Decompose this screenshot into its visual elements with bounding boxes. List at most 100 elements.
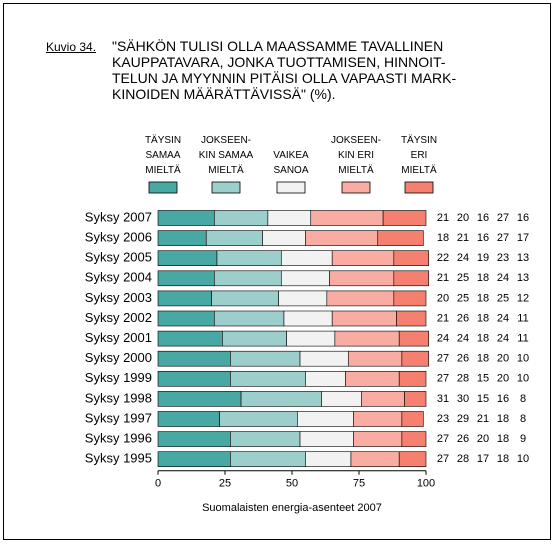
bar-segment <box>393 290 427 307</box>
value-label: 18 <box>497 453 509 465</box>
value-label: 10 <box>517 353 529 365</box>
value-label: 27 <box>497 232 509 244</box>
bar-segment <box>299 350 349 367</box>
value-label: 21 <box>457 232 469 244</box>
value-label: 27 <box>437 433 449 445</box>
value-label: 22 <box>437 252 449 264</box>
bar-segment <box>222 330 287 347</box>
bar-segment <box>157 350 231 367</box>
y-tick-label: Syksy 2004 <box>85 270 152 285</box>
bar-segment <box>157 290 212 307</box>
y-tick-label: Syksy 2006 <box>85 230 152 245</box>
value-label: 24 <box>457 252 469 264</box>
value-label: 18 <box>477 333 489 345</box>
bar-segment <box>283 310 333 327</box>
bar-segment <box>267 210 312 226</box>
legend-label: JOKSEEN- KIN ERI MIELTÄ <box>330 135 381 176</box>
bar-segment <box>219 411 298 427</box>
value-label: 18 <box>477 312 489 324</box>
bar-segment <box>305 230 379 246</box>
bar-segment <box>321 391 362 407</box>
value-label: 20 <box>497 373 509 385</box>
value-label: 30 <box>457 393 469 405</box>
value-label: 18 <box>497 413 509 425</box>
bar-segment <box>213 210 269 226</box>
y-tick-label: Syksy 1998 <box>85 390 152 405</box>
value-label: 27 <box>497 212 509 224</box>
bar-segment <box>396 310 427 327</box>
bar-segment <box>216 250 282 266</box>
bar-segment <box>157 210 215 226</box>
x-tick-label: 0 <box>155 478 161 490</box>
value-label: 20 <box>497 353 509 365</box>
value-label: 21 <box>437 212 449 224</box>
bar-segment <box>157 370 231 387</box>
bar-segment <box>377 230 424 246</box>
value-label: 25 <box>457 292 469 304</box>
bar-segment <box>331 250 395 266</box>
value-label: 16 <box>497 393 509 405</box>
value-label: 26 <box>457 353 469 365</box>
value-label: 26 <box>457 433 469 445</box>
y-tick-label: Syksy 2002 <box>85 310 152 325</box>
bar-segment <box>404 391 427 407</box>
value-label: 12 <box>517 292 529 304</box>
y-tick-label: Syksy 2003 <box>85 290 152 305</box>
bar-segment <box>398 451 427 468</box>
legend-swatch <box>276 181 306 194</box>
bar-segment <box>230 431 301 447</box>
bar-segment <box>305 451 352 468</box>
value-label: 23 <box>497 252 509 264</box>
y-tick-label: Syksy 2001 <box>85 330 152 345</box>
bar-segment <box>305 370 346 387</box>
bar-segment <box>280 270 330 287</box>
bar-segment <box>401 431 427 447</box>
value-label: 27 <box>437 453 449 465</box>
x-axis-label: Suomalaisten energia-asenteet 2007 <box>202 502 382 514</box>
value-label: 21 <box>477 413 489 425</box>
value-label: 19 <box>477 252 489 264</box>
value-label: 26 <box>457 312 469 324</box>
bar-segment <box>310 210 384 226</box>
legend-swatch <box>341 181 371 194</box>
value-label: 13 <box>517 252 529 264</box>
value-label: 18 <box>477 272 489 284</box>
value-label: 23 <box>437 413 449 425</box>
value-label: 24 <box>457 333 469 345</box>
value-label: 10 <box>517 373 529 385</box>
value-label: 11 <box>517 312 528 324</box>
y-tick-label: Syksy 2007 <box>85 209 152 224</box>
bar-segment <box>347 350 403 367</box>
value-label: 20 <box>457 212 469 224</box>
bar-segment <box>286 330 336 347</box>
bar-segment <box>345 370 400 387</box>
value-label: 31 <box>437 393 449 405</box>
bar-segment <box>401 350 429 367</box>
figure-label: Kuvio 34. <box>46 40 97 54</box>
bar-segment <box>398 370 427 387</box>
value-label: 8 <box>520 413 526 425</box>
bar-segment <box>350 451 400 468</box>
value-label: 20 <box>477 433 489 445</box>
bar-segment <box>353 431 403 447</box>
bar-segment <box>262 230 306 246</box>
bar-segment <box>157 451 231 468</box>
value-label: 25 <box>457 272 469 284</box>
value-label: 28 <box>457 373 469 385</box>
bar-segment <box>230 350 301 367</box>
value-label: 11 <box>517 333 528 345</box>
bar-segment <box>157 270 215 287</box>
bar-segment <box>398 330 429 347</box>
bar-segment <box>382 210 427 226</box>
bar-segment <box>213 310 285 327</box>
value-label: 17 <box>517 232 529 244</box>
bar-segment <box>299 431 354 447</box>
value-label: 15 <box>477 373 489 385</box>
value-label: 16 <box>477 212 489 224</box>
legend-label: JOKSEEN- KIN SAMAA MIELTÄ <box>198 135 254 176</box>
value-label: 17 <box>477 453 489 465</box>
legend-label: VAIKEA SANOA <box>273 150 309 176</box>
value-label: 18 <box>477 292 489 304</box>
